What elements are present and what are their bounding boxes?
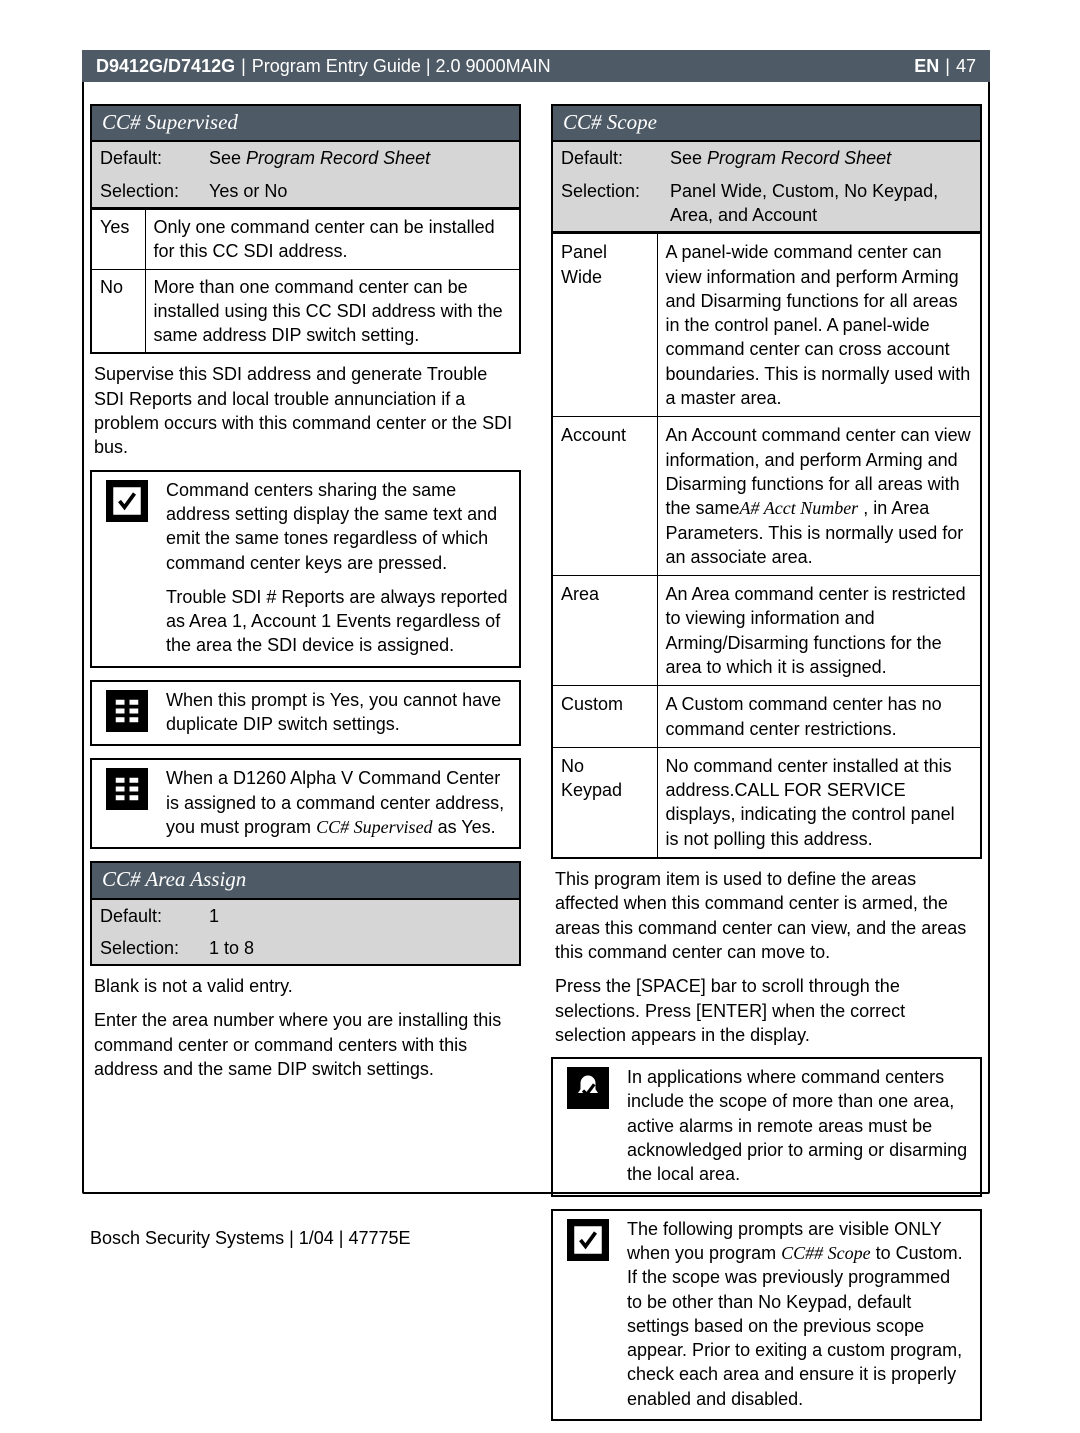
bell-check-icon [567, 1067, 609, 1109]
scope-text: A panel-wide command center can view inf… [657, 234, 981, 417]
callout-icon-cell [92, 682, 162, 745]
header-page: 47 [956, 54, 976, 78]
callout-note: The following prompts are visible ONLY w… [551, 1209, 982, 1421]
scope-text: No command center installed at this addr… [657, 747, 981, 858]
table-row: Custom A Custom command center has no co… [552, 686, 981, 748]
selection-value: Yes or No [201, 175, 520, 208]
callout-para: When this prompt is Yes, you cannot have… [166, 688, 509, 737]
default-label: Default: [91, 899, 201, 932]
header-model: D9412G/D7412G [96, 54, 235, 78]
section-cc-scope-header: CC# Scope [551, 104, 982, 140]
callout-bell: In applications where command centers in… [551, 1057, 982, 1196]
selection-label: Selection: [91, 932, 201, 965]
callout-dip: When a D1260 Alpha V Command Center is a… [90, 758, 521, 849]
callout-text: Command centers sharing the same address… [162, 472, 519, 666]
option-key: No [91, 269, 145, 353]
header-right: EN | 47 [914, 54, 976, 78]
callout-text: When this prompt is Yes, you cannot have… [162, 682, 519, 745]
section-cc-area-assign-header: CC# Area Assign [90, 861, 521, 897]
callout-para: The following prompts are visible ONLY w… [627, 1217, 970, 1411]
cc-supervised-defaults-table: Default: See Program Record Sheet Select… [90, 140, 521, 209]
option-text: Only one command center can be installed… [145, 209, 520, 269]
default-value: 1 [201, 899, 520, 932]
scope-text: A Custom command center has no command c… [657, 686, 981, 748]
right-column: CC# Scope Default: See Program Record Sh… [551, 104, 982, 1433]
dip-switch-icon [106, 768, 148, 810]
check-icon [106, 480, 148, 522]
header-lang: EN [914, 54, 939, 78]
callout-icon-cell [92, 472, 162, 666]
default-value: See Program Record Sheet [662, 141, 981, 174]
area-assign-note2: Enter the area number where you are inst… [94, 1008, 517, 1081]
callout-icon-cell [553, 1059, 623, 1194]
callout-icon-cell [92, 760, 162, 847]
cc-scope-options-table: Panel Wide A panel-wide command center c… [551, 233, 982, 859]
default-value-prefix: See [209, 148, 246, 168]
table-row: Panel Wide A panel-wide command center c… [552, 234, 981, 417]
cc-supervised-options-table: Yes Only one command center can be insta… [90, 209, 521, 354]
default-value-prefix: See [670, 148, 707, 168]
default-value: See Program Record Sheet [201, 141, 520, 174]
scope-note1: This program item is used to define the … [555, 867, 978, 964]
page-footer: Bosch Security Systems | 1/04 | 47775E [90, 1226, 411, 1250]
callout-text: In applications where command centers in… [623, 1059, 980, 1194]
option-text: More than one command center can be inst… [145, 269, 520, 353]
callout-text-italic: CC## Scope [781, 1243, 871, 1263]
default-value-italic: Program Record Sheet [246, 148, 430, 168]
callout-note: Command centers sharing the same address… [90, 470, 521, 668]
scope-key: Account [552, 417, 657, 576]
selection-value: 1 to 8 [201, 932, 520, 965]
scope-text-italic: A# Acct Number [740, 498, 859, 518]
section-cc-supervised-header: CC# Supervised [90, 104, 521, 140]
selection-value: Panel Wide, Custom, No Keypad, Area, and… [662, 175, 981, 233]
scope-key: No Keypad [552, 747, 657, 858]
selection-label: Selection: [552, 175, 662, 233]
scope-key: Panel Wide [552, 234, 657, 417]
callout-text-post: to Custom. If the scope was previously p… [627, 1243, 963, 1409]
callout-para: Command centers sharing the same address… [166, 478, 509, 575]
table-row: Yes Only one command center can be insta… [91, 209, 520, 269]
default-value-italic: Program Record Sheet [707, 148, 891, 168]
option-key: Yes [91, 209, 145, 269]
callout-dip: When this prompt is Yes, you cannot have… [90, 680, 521, 747]
header-sep2: | [945, 54, 950, 78]
page-header: D9412G/D7412G | Program Entry Guide | 2.… [82, 50, 990, 82]
scope-key: Area [552, 576, 657, 686]
table-row: Area An Area command center is restricte… [552, 576, 981, 686]
callout-para: Trouble SDI # Reports are always reporte… [166, 585, 509, 658]
scope-key: Custom [552, 686, 657, 748]
scope-note2: Press the [SPACE] bar to scroll through … [555, 974, 978, 1047]
scope-text: An Area command center is restricted to … [657, 576, 981, 686]
callout-icon-cell [553, 1211, 623, 1419]
callout-para: In applications where command centers in… [627, 1065, 970, 1186]
dip-switch-icon [106, 690, 148, 732]
callout-para: When a D1260 Alpha V Command Center is a… [166, 766, 509, 839]
table-row: No More than one command center can be i… [91, 269, 520, 353]
callout-text-italic: CC# Supervised [316, 817, 433, 837]
header-sep: | [241, 54, 246, 78]
scope-text: An Account command center can view infor… [657, 417, 981, 576]
area-assign-note1: Blank is not a valid entry. [94, 974, 517, 998]
callout-text: The following prompts are visible ONLY w… [623, 1211, 980, 1419]
cc-area-assign-defaults-table: Default: 1 Selection: 1 to 8 [90, 898, 521, 967]
table-row: No Keypad No command center installed at… [552, 747, 981, 858]
callout-text-post: as Yes. [433, 817, 496, 837]
selection-label: Selection: [91, 175, 201, 208]
header-left: D9412G/D7412G | Program Entry Guide | 2.… [96, 54, 551, 78]
cc-scope-defaults-table: Default: See Program Record Sheet Select… [551, 140, 982, 233]
default-label: Default: [91, 141, 201, 174]
callout-text: When a D1260 Alpha V Command Center is a… [162, 760, 519, 847]
check-icon [567, 1219, 609, 1261]
supervised-note: Supervise this SDI address and generate … [94, 362, 517, 459]
table-row: Account An Account command center can vi… [552, 417, 981, 576]
default-label: Default: [552, 141, 662, 174]
header-title: Program Entry Guide | 2.0 9000MAIN [252, 54, 551, 78]
